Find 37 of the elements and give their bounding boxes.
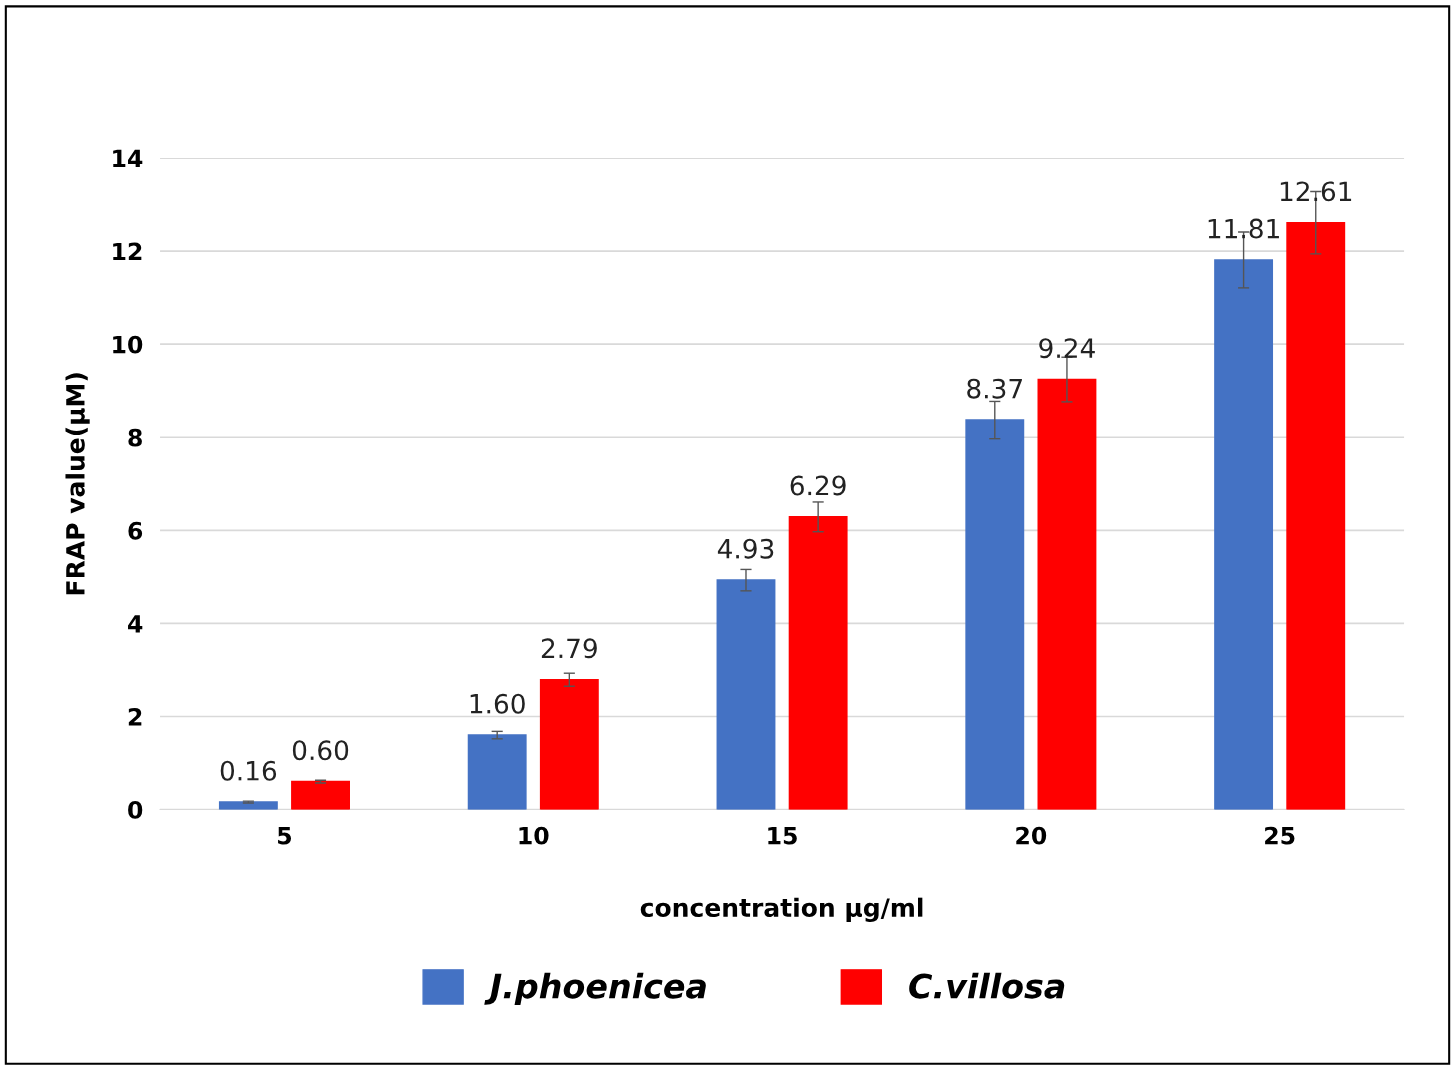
data-label: 8.37 (967, 378, 1022, 399)
bar (1214, 259, 1274, 810)
x-tick-label: 15 (768, 826, 797, 845)
data-label: 0.60 (292, 740, 349, 761)
y-tick-label: 4 (128, 615, 143, 633)
bar (218, 801, 278, 810)
y-tick-label: 0 (128, 800, 143, 819)
data-label: 6.29 (790, 475, 846, 496)
bar (788, 516, 848, 810)
bar (1286, 221, 1346, 810)
data-label: 4.93 (717, 538, 774, 559)
data-label: 11.81 (1208, 218, 1279, 239)
x-tick-label: 10 (519, 826, 549, 845)
bar (1037, 378, 1097, 810)
data-label: 12.61 (1280, 181, 1352, 202)
bar (539, 678, 599, 810)
x-axis-title: concentration µg/ml (640, 897, 923, 923)
y-tick-label: 14 (113, 149, 143, 168)
y-tick-label: 6 (128, 521, 143, 540)
x-tick-label: 20 (1016, 826, 1047, 845)
legend-label: J.phoenicea (484, 972, 706, 1006)
y-tick-label: 12 (113, 242, 142, 261)
y-tick-label: 2 (128, 707, 142, 726)
y-tick-label: 10 (113, 335, 143, 354)
bar (291, 780, 350, 810)
x-tick-label: 5 (278, 826, 292, 845)
x-tick-label: 25 (1265, 826, 1295, 845)
bar (467, 734, 527, 810)
data-label: 9.24 (1039, 338, 1095, 359)
data-label: 2.79 (541, 638, 597, 659)
bar (716, 579, 776, 810)
data-label: 1.60 (470, 693, 525, 714)
legend-label: C.villosa (909, 972, 1065, 999)
y-axis-title: FRAP value(µM) (65, 373, 90, 595)
y-tick-label: 8 (128, 428, 142, 447)
bar (965, 419, 1025, 810)
data-label: 0.16 (220, 760, 277, 781)
